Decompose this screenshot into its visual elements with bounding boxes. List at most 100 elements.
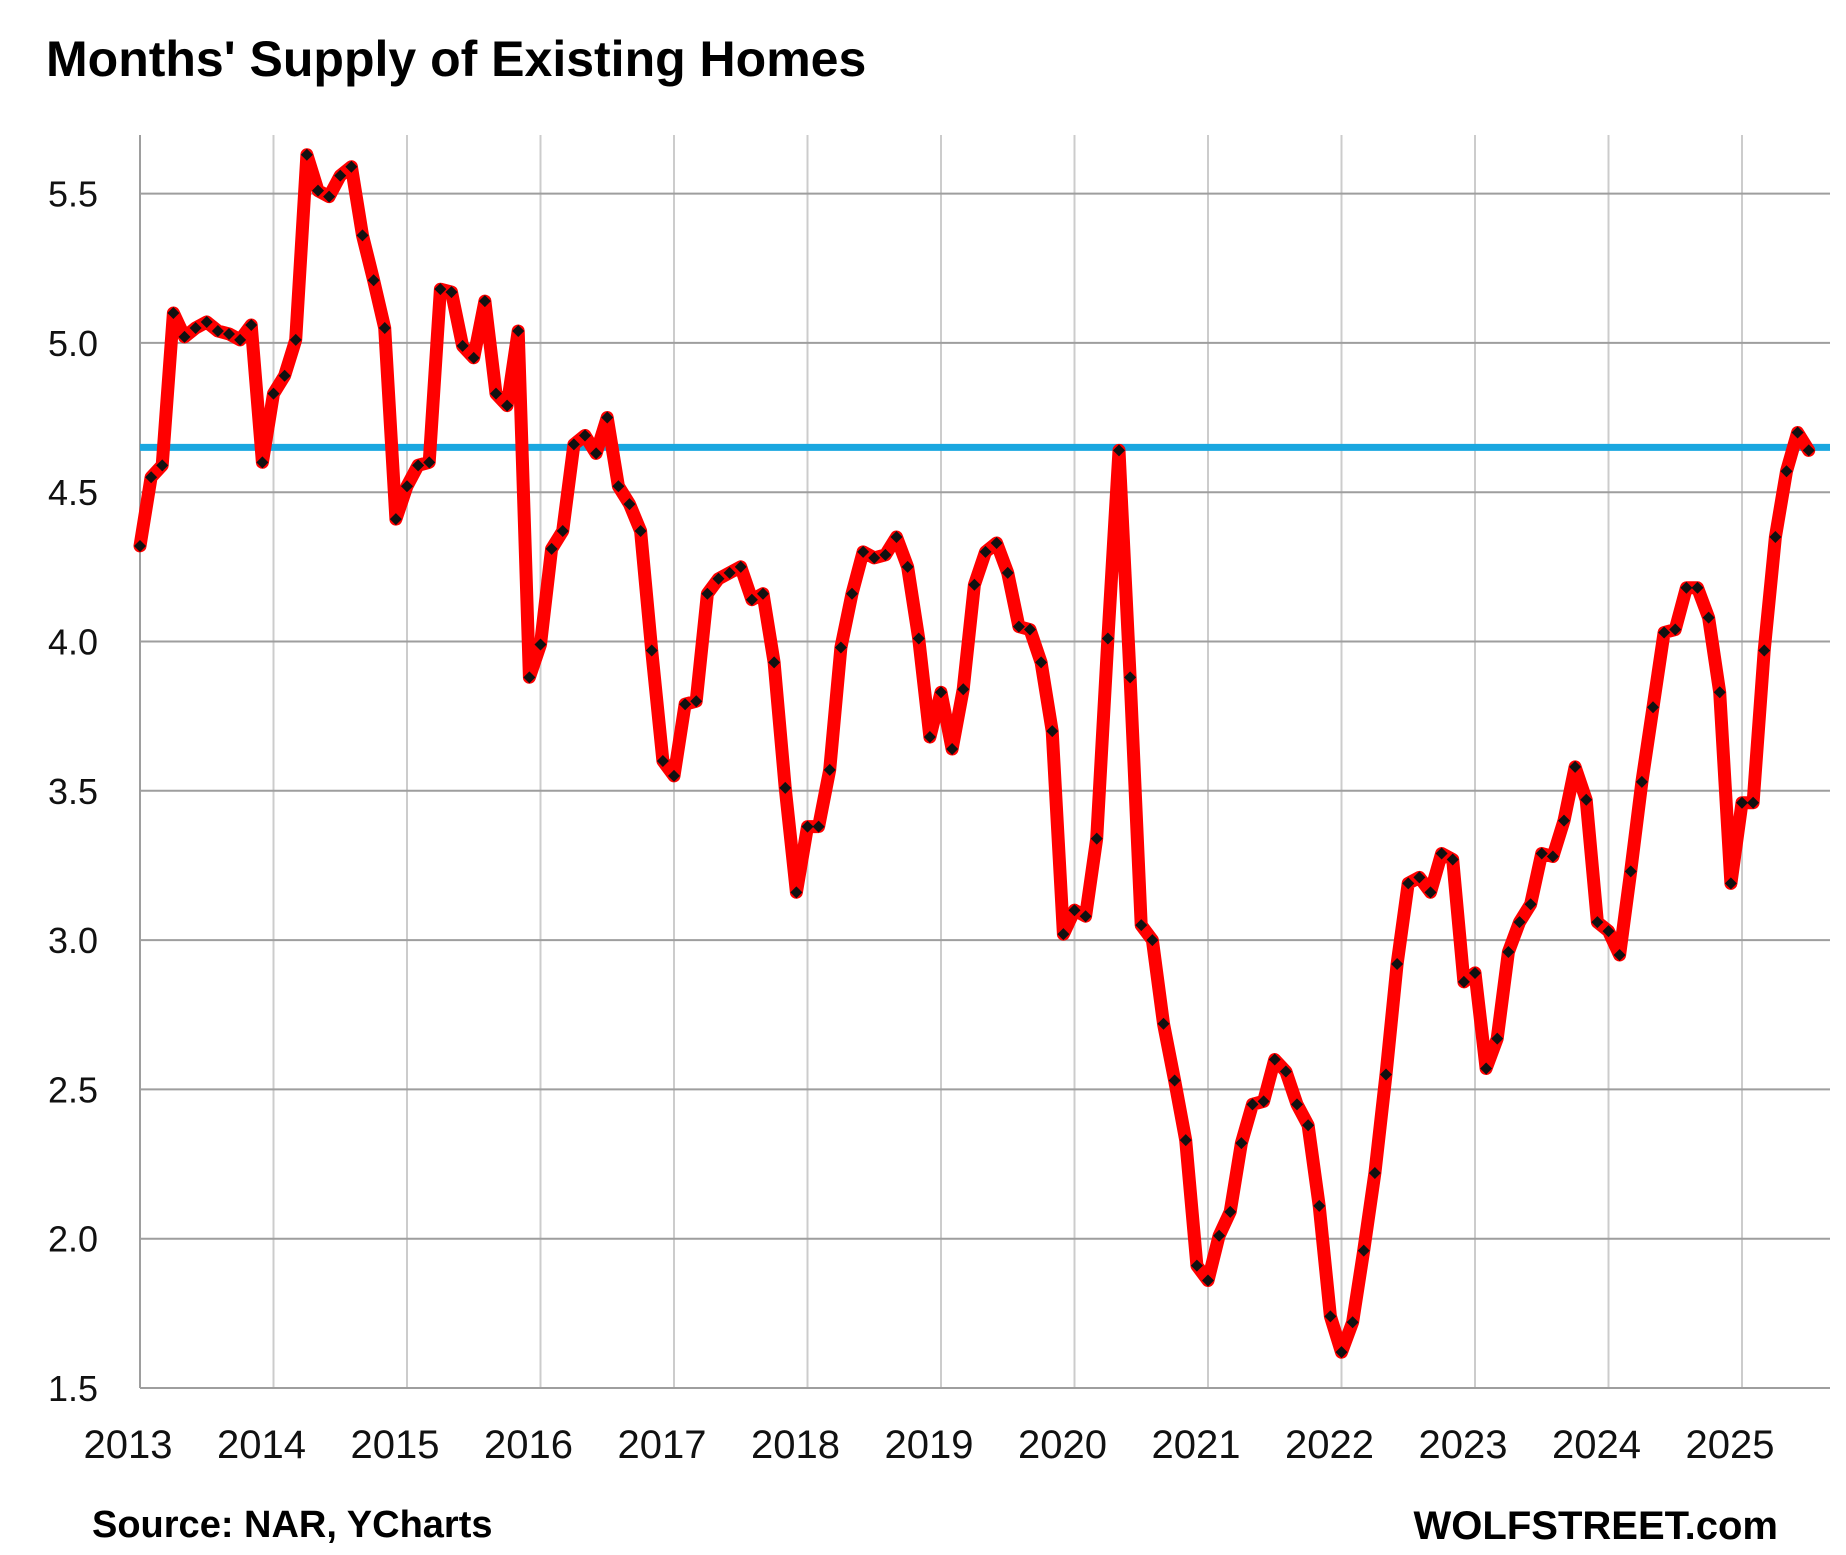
data-point xyxy=(223,327,235,340)
data-point xyxy=(334,169,347,182)
data-point xyxy=(923,731,936,744)
data-point xyxy=(278,369,291,382)
data-point xyxy=(1624,865,1637,878)
data-point xyxy=(156,459,169,472)
data-point xyxy=(1702,611,1715,624)
x-tick-label: 2020 xyxy=(1018,1423,1107,1467)
data-point xyxy=(567,438,580,451)
data-point xyxy=(1747,796,1760,809)
data-point xyxy=(1658,626,1671,639)
data-point xyxy=(701,587,714,600)
data-point xyxy=(256,456,269,469)
data-point xyxy=(1569,760,1582,773)
data-point xyxy=(234,333,247,346)
data-point xyxy=(757,587,769,600)
data-point xyxy=(990,536,1003,549)
data-point xyxy=(912,632,925,645)
data-point xyxy=(768,656,781,669)
data-point xyxy=(1368,1167,1381,1180)
data-point xyxy=(1780,465,1793,478)
data-point xyxy=(1647,701,1659,714)
data-point xyxy=(1380,1068,1392,1081)
data-point xyxy=(1168,1074,1181,1087)
data-point xyxy=(323,190,336,203)
data-point-markers xyxy=(134,148,1815,1359)
data-point xyxy=(1202,1274,1214,1287)
data-point xyxy=(901,560,914,573)
data-point xyxy=(1469,966,1481,979)
data-point xyxy=(312,184,324,197)
x-tick-label: 2015 xyxy=(351,1423,440,1467)
data-point xyxy=(556,525,569,538)
x-tick-label: 2013 xyxy=(84,1423,173,1467)
data-point xyxy=(1513,916,1526,929)
data-point xyxy=(200,315,213,328)
data-point xyxy=(1669,623,1682,636)
data-point xyxy=(1769,530,1782,543)
data-point xyxy=(1190,1259,1203,1272)
data-point xyxy=(378,321,391,334)
data-point xyxy=(834,641,847,654)
y-tick-label: 4.5 xyxy=(48,472,98,513)
data-point xyxy=(1157,1017,1170,1030)
data-point xyxy=(857,545,870,558)
y-tick-label: 3.0 xyxy=(48,920,98,961)
data-point xyxy=(478,295,491,308)
x-tick-label: 2025 xyxy=(1686,1423,1775,1467)
data-point xyxy=(534,638,547,651)
data-point xyxy=(1023,623,1036,636)
data-point xyxy=(1735,796,1748,809)
data-point xyxy=(723,566,736,579)
data-point xyxy=(167,307,180,320)
data-point xyxy=(1357,1244,1370,1257)
data-point xyxy=(1413,871,1426,884)
data-point xyxy=(456,339,469,352)
data-point xyxy=(1691,581,1704,594)
data-point xyxy=(601,411,614,424)
data-point xyxy=(1480,1062,1493,1075)
y-tick-label: 5.5 xyxy=(48,174,98,215)
data-point xyxy=(1068,904,1081,917)
data-point xyxy=(957,683,970,696)
data-point xyxy=(1402,877,1415,890)
data-point xyxy=(968,578,981,591)
data-point xyxy=(512,324,525,337)
data-point xyxy=(1424,886,1437,899)
chart-title: Months' Supply of Existing Homes xyxy=(46,31,867,87)
data-point xyxy=(1635,775,1648,788)
data-point xyxy=(412,459,425,472)
data-point xyxy=(1179,1134,1192,1147)
data-point xyxy=(1113,444,1125,457)
data-point xyxy=(668,769,680,782)
x-tick-label: 2022 xyxy=(1285,1423,1374,1467)
data-point xyxy=(467,351,480,364)
data-point xyxy=(1713,686,1726,699)
data-point xyxy=(690,695,703,708)
data-point xyxy=(979,545,992,558)
data-point xyxy=(1680,581,1693,594)
x-tick-label: 2019 xyxy=(885,1423,974,1467)
data-point xyxy=(189,321,202,334)
data-point xyxy=(745,593,758,606)
data-point xyxy=(1313,1199,1326,1212)
data-point xyxy=(145,471,158,484)
data-point xyxy=(712,572,725,585)
source-note: Source: NAR, YCharts xyxy=(92,1504,493,1546)
data-point xyxy=(423,456,436,469)
data-point xyxy=(1802,444,1815,457)
data-point xyxy=(579,429,591,442)
data-point xyxy=(934,686,947,699)
data-point xyxy=(1546,850,1559,863)
data-point xyxy=(1558,814,1570,827)
series-line xyxy=(133,148,1816,1359)
data-point xyxy=(300,148,313,161)
data-point xyxy=(801,820,814,833)
data-point xyxy=(1435,847,1448,860)
data-point xyxy=(1335,1346,1348,1359)
data-point xyxy=(1046,725,1059,738)
data-point xyxy=(734,560,747,573)
data-point xyxy=(1079,910,1092,923)
data-point xyxy=(1101,632,1114,645)
data-point xyxy=(779,781,792,794)
data-point xyxy=(245,318,258,331)
